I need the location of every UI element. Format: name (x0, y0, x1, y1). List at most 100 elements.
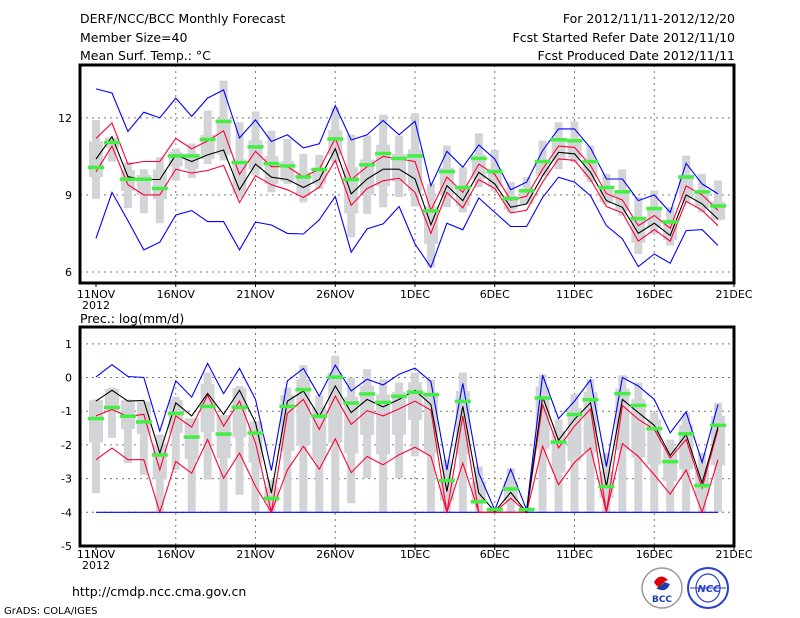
plot-frame (78, 63, 736, 285)
ensemble-box-inner (647, 208, 662, 229)
ensemble-box-inner (89, 400, 103, 443)
series-max-line (95, 362, 719, 512)
ensemble-box (139, 402, 148, 475)
y-tick-label: -3 (61, 473, 72, 486)
ensemble-box-inner (471, 154, 486, 180)
obs-marker (566, 138, 583, 143)
y-tick-label: 0 (65, 372, 72, 385)
ensemble-box-inner (631, 399, 646, 458)
plot-frame (78, 325, 736, 548)
ensemble-box (538, 140, 547, 176)
obs-marker (103, 140, 120, 145)
x-tick-label: 21DEC (715, 288, 752, 301)
ensemble-box-inner (360, 159, 375, 195)
obs-marker (135, 177, 152, 182)
ensemble-box (251, 421, 260, 512)
obs-marker (215, 119, 232, 124)
ensemble-box-inner (216, 118, 231, 155)
ensemble-box (92, 399, 100, 494)
obs-marker (486, 507, 503, 512)
header-variable: Mean Surf. Temp.: °C (80, 48, 211, 63)
obs-marker (183, 435, 200, 439)
y-tick-label: 12 (58, 112, 72, 125)
obs-marker (119, 414, 136, 418)
obs-marker (630, 216, 647, 221)
ensemble-box (107, 138, 116, 162)
y-tick-label: -2 (61, 439, 72, 452)
x-tick-label: 11NOV (77, 548, 116, 561)
x-tick-label: 11DEC (556, 288, 593, 301)
obs-marker (470, 500, 487, 504)
y-tick-label: 9 (65, 189, 72, 202)
obs-marker (279, 404, 296, 409)
obs-marker (678, 431, 695, 436)
series-lower-line (95, 437, 719, 515)
obs-marker (391, 156, 408, 161)
obs-marker (151, 186, 168, 191)
obs-marker (662, 220, 679, 224)
obs-marker (407, 390, 423, 395)
x-tick-label: 26NOV (316, 548, 355, 561)
obs-marker (470, 156, 487, 161)
obs-marker (710, 204, 727, 208)
obs-marker (391, 394, 408, 399)
ensemble-box-inner (312, 407, 327, 460)
obs-marker (167, 154, 184, 158)
obs-marker (566, 412, 583, 417)
obs-marker (550, 137, 567, 142)
obs-marker (311, 414, 328, 418)
ensemble-box (171, 396, 180, 470)
obs-marker (598, 185, 615, 190)
obs-marker (279, 164, 296, 168)
x-tick-label: 21NOV (236, 548, 275, 561)
ensemble-box-inner (152, 169, 167, 200)
ensemble-box (714, 180, 723, 221)
obs-marker (422, 392, 439, 397)
obs-marker (518, 507, 535, 512)
header-member-size: Member Size=40 (80, 30, 187, 45)
obs-marker (231, 405, 248, 410)
obs-marker (646, 426, 663, 431)
header-start-date: Fcst Started Refer Date 2012/11/10 (513, 30, 736, 45)
y-tick-label: 1 (65, 338, 72, 351)
obs-marker (502, 196, 519, 201)
footer-url[interactable]: http://cmdp.ncc.cma.gov.cn (72, 584, 246, 599)
obs-marker (327, 375, 344, 379)
ensemble-box-inner (232, 388, 247, 438)
bcc-logo: BCC (641, 567, 683, 609)
x-tick-label: 16DEC (636, 548, 673, 561)
obs-marker (119, 177, 136, 182)
obs-marker (454, 185, 471, 190)
obs-marker (486, 169, 503, 174)
obs-marker (359, 392, 376, 396)
obs-marker (534, 396, 551, 400)
obs-marker (407, 154, 423, 158)
series-mean-line (95, 135, 719, 237)
obs-marker (247, 145, 264, 149)
y-tick-label: -1 (61, 405, 72, 418)
y-tick-label: -4 (61, 506, 72, 519)
ensemble-box-inner (679, 177, 694, 199)
ensemble-box-inner (392, 391, 407, 435)
ensemble-box-inner (567, 408, 582, 462)
obs-marker (375, 400, 392, 405)
ensemble-box-inner (328, 372, 343, 443)
ensemble-box-inner (216, 415, 231, 459)
x-tick-label: 11NOV (77, 288, 116, 301)
series-upper-line (95, 393, 719, 514)
x-tick-label: 21DEC (715, 548, 752, 561)
x-tick-label: 6DEC (480, 548, 510, 561)
ensemble-box-inner (551, 430, 566, 473)
obs-marker (343, 401, 360, 405)
series-upper-line (95, 122, 719, 230)
ensemble-box-inner (408, 149, 422, 192)
ensemble-box-inner (615, 388, 630, 451)
ncc-logo-text: NCC (697, 584, 721, 595)
obs-marker (694, 483, 711, 488)
x-tick-label: 6DEC (480, 288, 510, 301)
x-tick-label: 11DEC (556, 548, 593, 561)
precip-panel-title: Prec.: log(mm/d) (80, 311, 184, 326)
obs-marker (582, 159, 599, 164)
x-tick-year: 2012 (82, 299, 110, 312)
